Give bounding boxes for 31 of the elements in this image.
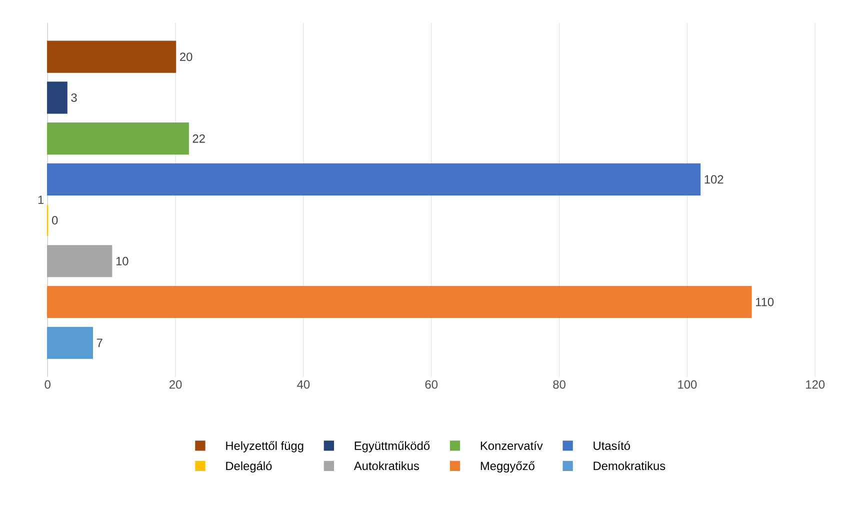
legend-label: Meggyőző	[480, 461, 534, 472]
data-label: 7	[96, 338, 102, 347]
legend-label: Helyzettől függ	[226, 440, 304, 452]
legend-label: Utasító	[594, 440, 630, 450]
legend-label: Autokratikus	[354, 461, 420, 470]
x-tick-label: 100	[678, 380, 697, 389]
x-tick-label: 60	[425, 380, 438, 389]
legend-label: Demokratikus	[594, 461, 666, 470]
data-label: 10	[116, 256, 128, 266]
data-label: 20	[180, 52, 192, 61]
bar	[47, 286, 752, 318]
legend-label: Delegáló	[226, 461, 272, 472]
bar	[47, 326, 93, 359]
bar	[47, 81, 68, 114]
x-tick-label: 120	[806, 380, 825, 389]
bar	[47, 244, 112, 278]
data-label: 0	[52, 216, 58, 224]
bar	[47, 40, 176, 73]
x-tick-label: 20	[170, 380, 182, 389]
bar	[47, 163, 701, 196]
data-label: 110	[756, 298, 774, 306]
legend-label: Konzervatív	[480, 440, 543, 450]
data-label: 102	[704, 175, 724, 184]
data-label: 22	[192, 134, 205, 143]
data-label: 3	[71, 93, 77, 102]
x-tick-label: 0	[44, 380, 50, 389]
x-tick-label: 80	[553, 380, 566, 389]
legend-label: Együttműködő	[354, 440, 430, 452]
bar	[47, 122, 189, 154]
x-tick-label: 40	[297, 380, 310, 389]
y-tick-label: 1	[38, 196, 44, 204]
